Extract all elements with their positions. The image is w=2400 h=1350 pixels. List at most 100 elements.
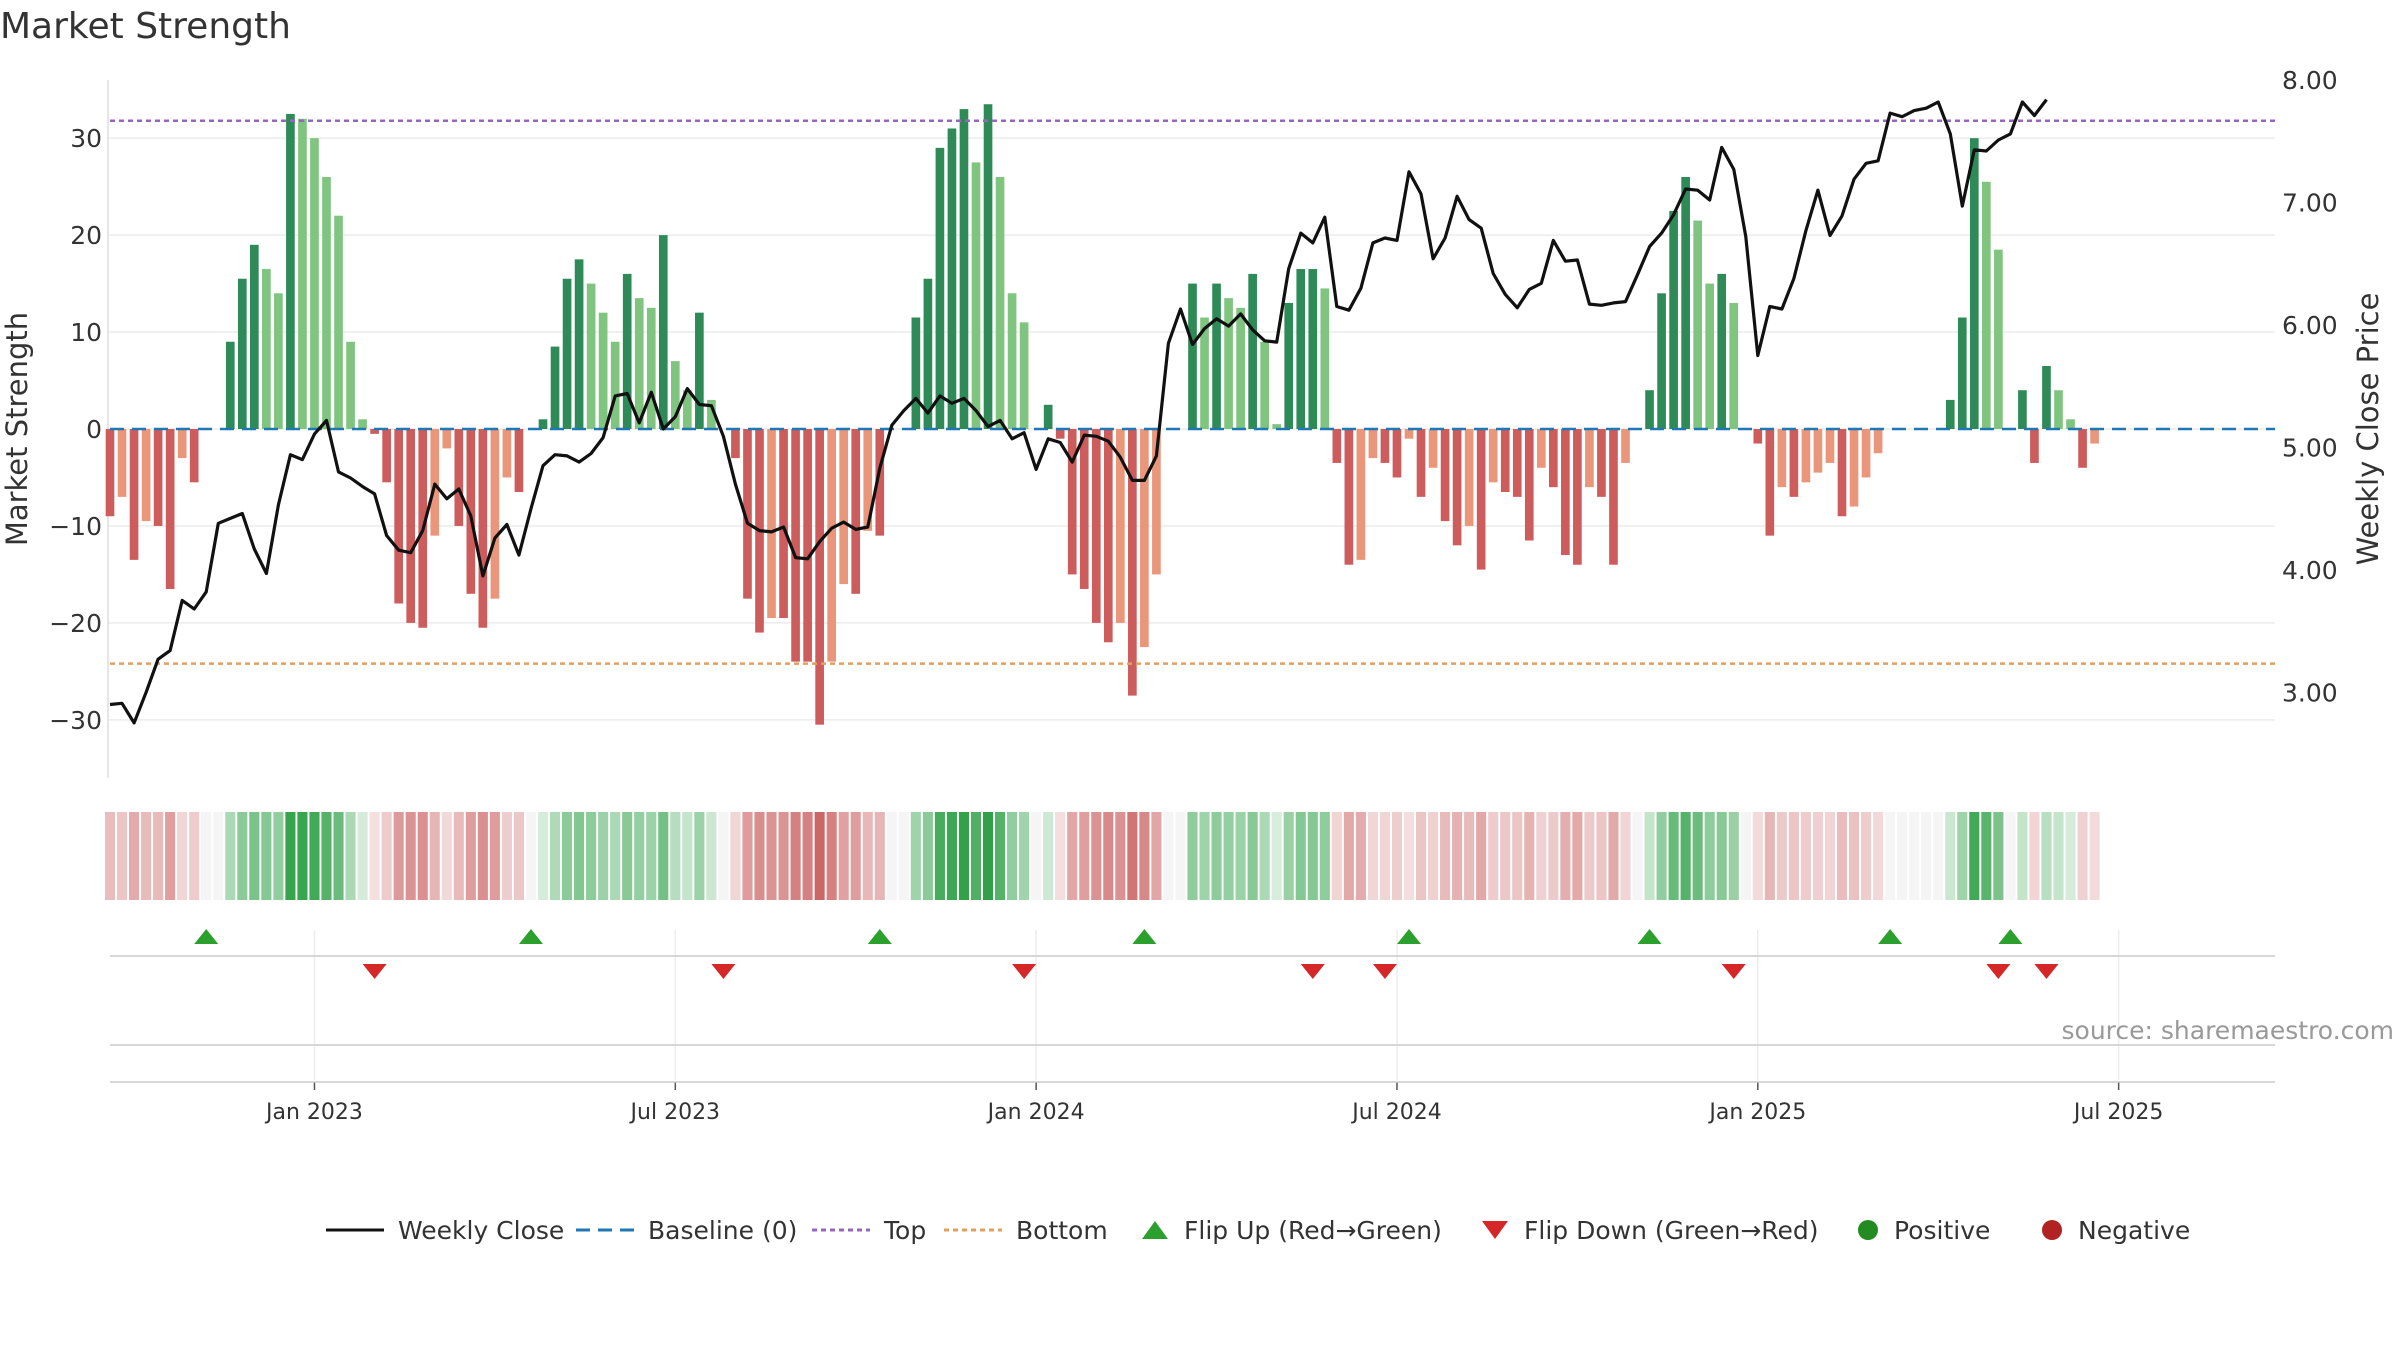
heat-strip-cell bbox=[1572, 812, 1583, 900]
heat-strip-cell bbox=[1848, 812, 1860, 900]
weekly-close-line bbox=[109, 98, 2048, 725]
strength-bar bbox=[1332, 429, 1342, 463]
flip-down-marker bbox=[1372, 964, 1397, 979]
heat-strip-cell bbox=[1728, 812, 1739, 900]
chart-title: Market Strength bbox=[0, 6, 291, 47]
strength-bar bbox=[995, 176, 1005, 429]
heat-strip-cell bbox=[1151, 812, 1162, 900]
strength-bar bbox=[767, 429, 776, 619]
heat-strip-cell bbox=[778, 812, 789, 900]
heat-strip-cell bbox=[237, 812, 248, 900]
heat-strip-cell bbox=[1548, 812, 1559, 900]
legend-baseline: Baseline (0) bbox=[576, 1206, 797, 1254]
heat-strip-cell bbox=[1885, 812, 1896, 900]
strength-bar bbox=[177, 429, 187, 459]
heat-strip-cell bbox=[562, 812, 573, 900]
strength-bar bbox=[1597, 429, 1606, 497]
heat-strip-cell bbox=[1993, 812, 2004, 900]
strength-bar bbox=[1428, 429, 1438, 468]
heat-strip-cell bbox=[1752, 812, 1763, 900]
heat-strip-cell bbox=[1187, 812, 1198, 900]
heat-strip-cell bbox=[1103, 812, 1114, 900]
heat-strip-cell bbox=[910, 812, 921, 900]
strength-bar bbox=[1140, 429, 1149, 648]
heat-strip-cell bbox=[465, 812, 476, 900]
strength-bar bbox=[1488, 429, 1498, 483]
heat-strip-cell bbox=[1127, 812, 1138, 900]
heat-strip-cell bbox=[1007, 812, 1018, 900]
heat-strip-cell bbox=[1295, 812, 1306, 900]
strength-bar bbox=[815, 429, 824, 725]
heat-strip-cell bbox=[958, 812, 970, 900]
strength-bar bbox=[1573, 429, 1582, 565]
heat-strip-cell bbox=[441, 812, 452, 900]
strength-bar bbox=[2030, 429, 2039, 463]
heat-strip-cell bbox=[261, 812, 272, 900]
heat-strip-cell bbox=[1716, 812, 1727, 900]
strength-bar bbox=[1356, 429, 1366, 560]
strength-bar bbox=[1982, 181, 1991, 429]
heat-strip-cell bbox=[129, 812, 140, 900]
heat-strip-cell bbox=[1331, 812, 1342, 900]
heat-strip-cell bbox=[1452, 812, 1463, 900]
heat-strip-cell bbox=[537, 812, 549, 900]
strength-bar bbox=[442, 429, 452, 449]
heat-strip-cell bbox=[2017, 812, 2028, 900]
strength-bar bbox=[1260, 341, 1269, 429]
strength-bar bbox=[478, 429, 488, 628]
strength-bar bbox=[310, 138, 319, 429]
strength-bar bbox=[1500, 429, 1510, 493]
strength-bar bbox=[1272, 424, 1282, 429]
dashed-line-icon bbox=[576, 1228, 634, 1232]
heat-strip-cell bbox=[1776, 812, 1787, 900]
heat-strip-cell bbox=[489, 812, 500, 900]
heat-strip-cell bbox=[1861, 812, 1872, 900]
heat-strip-cell bbox=[634, 812, 645, 900]
strength-bar bbox=[634, 298, 644, 429]
y-tick-label: 30 bbox=[70, 124, 102, 153]
strength-bar bbox=[346, 341, 355, 429]
heat-strip-cell bbox=[1632, 812, 1643, 900]
flip-up-marker bbox=[1998, 929, 2023, 944]
flip-down-marker bbox=[711, 964, 736, 979]
strength-bar bbox=[574, 259, 584, 429]
heat-strip-cell bbox=[1608, 812, 1619, 900]
strength-bar bbox=[683, 390, 692, 429]
strength-bar bbox=[1236, 307, 1245, 429]
strength-bar bbox=[1380, 429, 1390, 463]
strength-bar bbox=[863, 429, 873, 531]
strength-bar bbox=[875, 429, 885, 536]
heat-strip-cell bbox=[730, 812, 741, 900]
heat-strip-cell bbox=[1680, 812, 1691, 900]
triangle-up-icon bbox=[1142, 1221, 1168, 1239]
heat-strip-cell bbox=[1403, 812, 1415, 900]
strength-bar bbox=[1464, 429, 1474, 526]
legend-negative: Negative bbox=[2040, 1206, 2190, 1254]
heat-strip-cell bbox=[189, 812, 200, 900]
strength-bar bbox=[1091, 429, 1101, 623]
heat-strip-cell bbox=[1428, 812, 1439, 900]
heat-strip-cell bbox=[285, 812, 296, 900]
flip-up-marker bbox=[1397, 929, 1421, 944]
legend-label: Baseline (0) bbox=[648, 1215, 798, 1245]
heat-strip-cell bbox=[1800, 812, 1811, 900]
heat-strip-cell bbox=[1969, 812, 1980, 900]
heat-strip-cell bbox=[694, 812, 705, 900]
dotted-line-purple-icon bbox=[812, 1228, 870, 1232]
legend-label: Top bbox=[884, 1215, 927, 1245]
y2-tick-label: 7.00 bbox=[2282, 188, 2338, 217]
heat-strip-cell bbox=[826, 812, 837, 900]
strength-bar bbox=[274, 293, 283, 429]
strength-bar bbox=[1789, 429, 1799, 497]
solid-line-icon bbox=[326, 1228, 384, 1232]
strength-bar bbox=[1705, 283, 1715, 429]
strength-bar bbox=[695, 312, 704, 429]
heat-strip-cell bbox=[1584, 812, 1595, 900]
y-tick-label: 0 bbox=[86, 415, 102, 444]
heat-strip-cell bbox=[874, 812, 885, 900]
legend-positive: Positive bbox=[1856, 1206, 1990, 1254]
strength-bar bbox=[959, 109, 969, 429]
heat-strip-cell bbox=[1223, 812, 1234, 900]
strength-bar bbox=[1248, 273, 1257, 429]
heat-strip-cell bbox=[1500, 812, 1511, 900]
